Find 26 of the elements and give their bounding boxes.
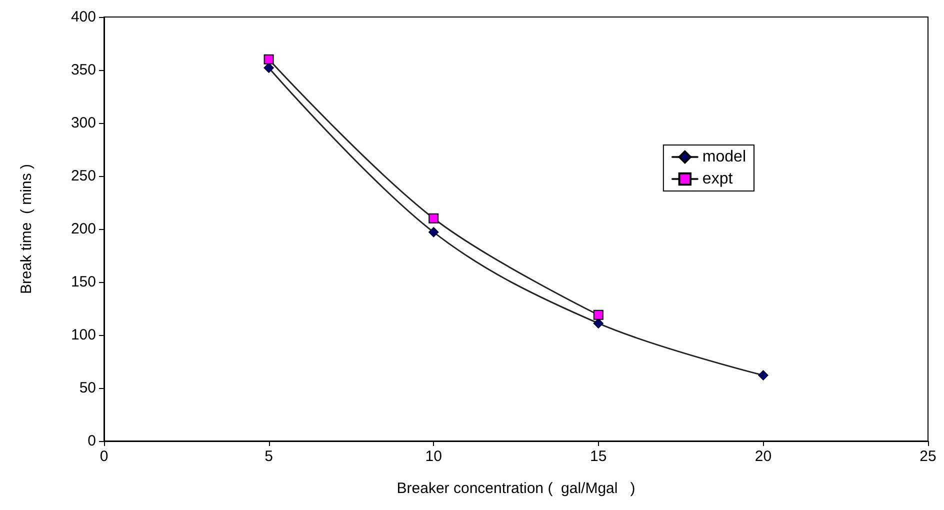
y-tick-label: 0: [88, 432, 96, 450]
x-axis-title: Breaker concentration ( gal/Mgal ): [396, 480, 636, 497]
y-tick-label: 250: [70, 168, 96, 184]
point: [428, 213, 439, 224]
point: [264, 62, 274, 74]
point: [593, 310, 604, 320]
point: [264, 54, 274, 64]
x-tick-label: 20: [754, 448, 772, 465]
legend-label: model: [702, 148, 746, 166]
x-tick-label: 25: [920, 448, 936, 465]
y-tick-label: 50: [79, 380, 96, 396]
point: [593, 318, 604, 329]
x-tick-label: 0: [100, 448, 108, 465]
x-tick-label: 15: [590, 448, 607, 465]
y-tick-label: 200: [70, 220, 96, 238]
y-axis-title: Break time ( mins ): [18, 164, 35, 294]
x-tick-label: 10: [425, 448, 442, 465]
x-tick-label: 5: [264, 448, 273, 465]
y-tick-label: 150: [70, 274, 96, 290]
point: [428, 226, 439, 238]
legend-label: expt: [702, 170, 734, 188]
y-tick-label: 300: [70, 114, 96, 132]
y-tick-label: 400: [70, 8, 96, 26]
y-tick-label: 350: [70, 62, 96, 78]
y-tick-label: 100: [70, 326, 96, 344]
point: [758, 370, 768, 381]
